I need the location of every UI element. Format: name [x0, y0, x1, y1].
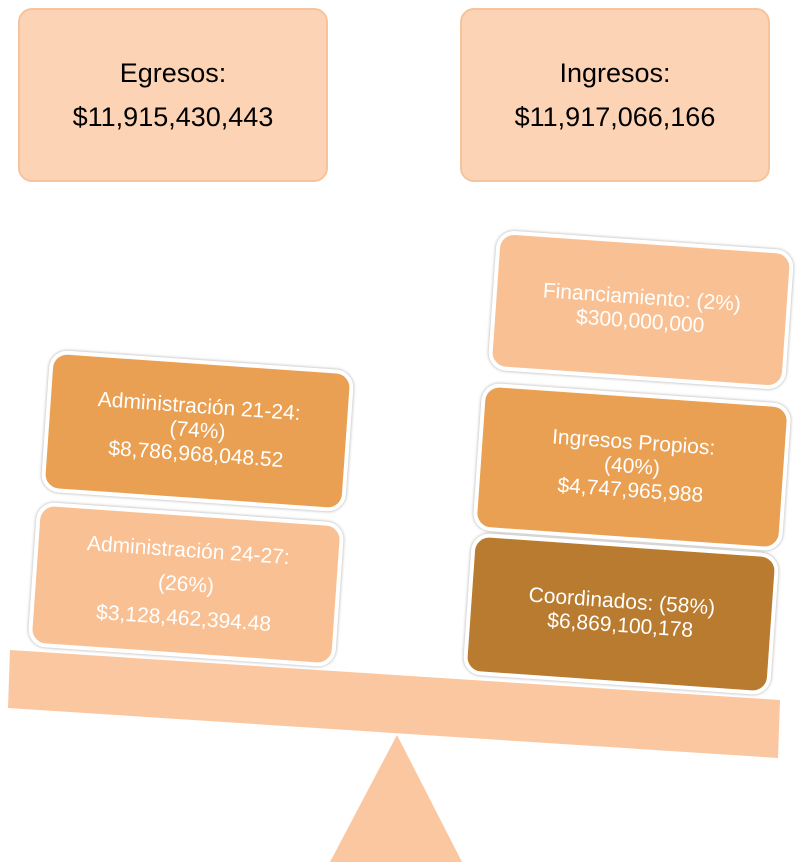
label: Egresos:	[119, 58, 227, 88]
line: $4,747,965,988	[556, 473, 704, 508]
line: $8,786,968,048.52	[107, 436, 285, 473]
label: Ingresos:	[559, 58, 671, 88]
beam	[8, 650, 780, 758]
amount: $11,917,066,166	[514, 102, 716, 132]
income-total: Ingresos: $11,917,066,166	[460, 8, 770, 182]
income-block: Financiamiento: (2%) $300,000,000	[487, 229, 795, 391]
income-block: Ingresos Propios: (40%) $4,747,965,988	[472, 382, 792, 552]
expenses-total: Egresos: $11,915,430,443	[18, 8, 328, 182]
expense-block: Administración 21-24: (74%) $8,786,968,0…	[40, 349, 355, 513]
line: (26%)	[157, 570, 215, 598]
expense-block: Administración 24-27: (26%) $3,128,462,3…	[27, 501, 345, 668]
fulcrum	[330, 735, 462, 862]
income-block: Coordinados: (58%) $6,869,100,178	[462, 532, 780, 696]
line: $3,128,462,394.48	[95, 600, 272, 636]
amount: $11,915,430,443	[72, 102, 274, 132]
